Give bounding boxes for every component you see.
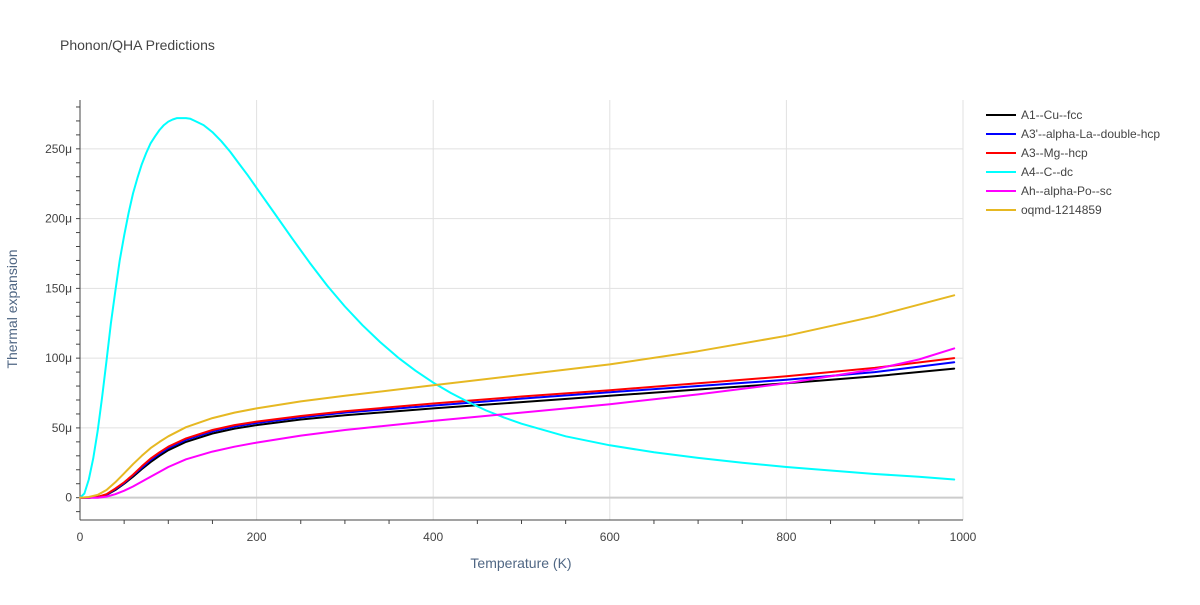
x-tick-label: 800 <box>776 530 796 544</box>
x-axis-title: Temperature (K) <box>470 555 571 571</box>
legend-label: Ah--alpha-Po--sc <box>1021 184 1112 198</box>
x-tick-label: 600 <box>600 530 620 544</box>
y-axis-title: Thermal expansion <box>4 249 20 368</box>
series-line-3[interactable] <box>79 117 956 499</box>
x-tick-label: 200 <box>247 530 267 544</box>
x-tick-label: 0 <box>77 530 84 544</box>
legend-item[interactable]: Ah--alpha-Po--sc <box>986 184 1112 198</box>
legend-item[interactable]: A3'--alpha-La--double-hcp <box>986 127 1160 141</box>
legend[interactable]: A1--Cu--fcc A3'--alpha-La--double-hcp A3--… <box>986 108 1160 217</box>
series-line-4[interactable] <box>79 347 956 499</box>
x-tick-label: 400 <box>423 530 443 544</box>
chart-title: Phonon/QHA Predictions <box>60 37 215 53</box>
y-tick-label: 250μ <box>45 142 72 156</box>
legend-item[interactable]: A4--C--dc <box>986 165 1073 179</box>
y-tick-label: 100μ <box>45 351 72 365</box>
series-line-5[interactable] <box>79 294 956 499</box>
series-line-2[interactable] <box>79 357 956 499</box>
axis-layer: 0 200 400 600 800 1000 0 50μ 100μ 150μ 200μ 250μ <box>45 100 977 544</box>
y-tick-label: 0 <box>65 491 72 505</box>
y-tick-label: 150μ <box>45 281 72 295</box>
legend-label: A4--C--dc <box>1021 165 1073 179</box>
y-tick-label: 200μ <box>45 212 72 226</box>
series-layer <box>79 117 956 499</box>
legend-label: A1--Cu--fcc <box>1021 108 1082 122</box>
legend-label: A3--Mg--hcp <box>1021 146 1088 160</box>
legend-label: A3'--alpha-La--double-hcp <box>1021 127 1160 141</box>
y-tick-label: 50μ <box>52 421 72 435</box>
legend-label: oqmd-1214859 <box>1021 203 1102 217</box>
x-tick-label: 1000 <box>950 530 977 544</box>
legend-item[interactable]: A3--Mg--hcp <box>986 146 1088 160</box>
legend-item[interactable]: oqmd-1214859 <box>986 203 1102 217</box>
legend-item[interactable]: A1--Cu--fcc <box>986 108 1082 122</box>
